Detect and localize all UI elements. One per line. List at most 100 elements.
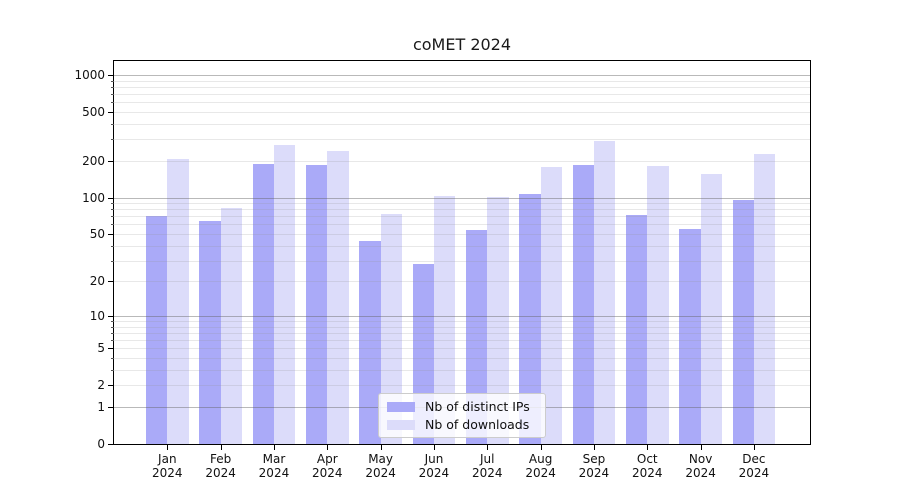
y-tick-label: 2 xyxy=(97,378,105,393)
minor-gridline xyxy=(114,369,810,371)
x-tick-label: Dec 2024 xyxy=(724,452,784,480)
x-tick xyxy=(327,445,329,450)
y-tick xyxy=(108,315,114,317)
minor-gridline xyxy=(114,321,810,323)
bar-downloads-jan xyxy=(167,159,189,444)
minor-gridline xyxy=(114,86,810,88)
y-minor-tick xyxy=(111,102,114,104)
x-tick-label: Jan 2024 xyxy=(137,452,197,480)
legend-label-distinct-ips: Nb of distinct IPs xyxy=(425,399,530,414)
x-tick xyxy=(540,445,542,450)
y-minor-tick xyxy=(111,332,114,334)
legend: Nb of distinct IPs Nb of downloads xyxy=(378,393,546,438)
y-tick xyxy=(108,75,114,76)
x-tick-label: Jun 2024 xyxy=(404,452,464,480)
x-tick xyxy=(593,445,595,450)
y-minor-tick xyxy=(111,80,114,82)
y-tick-label: 1 xyxy=(97,399,105,414)
bar-ips-dec xyxy=(732,200,754,444)
bar-downloads-mar xyxy=(273,144,296,444)
bar-ips-mar xyxy=(252,163,274,444)
chart-title: coMET 2024 xyxy=(412,35,512,54)
x-tick xyxy=(433,445,435,450)
bar-downloads-apr xyxy=(327,151,349,444)
minor-gridline xyxy=(114,326,810,328)
bar-ips-jan xyxy=(146,216,168,444)
minor-gridline xyxy=(114,111,810,113)
y-tick xyxy=(108,111,114,113)
x-tick-label-year: 2024 xyxy=(525,466,556,480)
legend-swatch-downloads xyxy=(387,419,415,430)
y-tick-label: 1000 xyxy=(74,68,105,82)
minor-gridline xyxy=(114,245,810,247)
x-tick-label-year: 2024 xyxy=(578,466,610,480)
x-tick-label: Oct 2024 xyxy=(617,452,677,480)
x-tick xyxy=(753,445,755,450)
y-tick-label: 10 xyxy=(89,308,105,323)
x-tick xyxy=(647,445,649,450)
x-tick xyxy=(273,445,275,450)
y-tick-label: 0 xyxy=(97,437,105,451)
major-gridline xyxy=(114,315,810,317)
bar-downloads-may xyxy=(380,214,402,444)
bar-ips-oct xyxy=(625,214,648,444)
x-tick-label-year: 2024 xyxy=(738,466,770,480)
legend-swatch-distinct-ips xyxy=(387,401,415,412)
minor-gridline xyxy=(114,233,810,235)
y-tick xyxy=(108,406,114,408)
bar-downloads-feb xyxy=(220,208,242,444)
x-tick-label-year: 2024 xyxy=(418,466,450,480)
y-tick-label: 20 xyxy=(89,274,105,289)
x-tick xyxy=(487,445,489,450)
x-tick xyxy=(220,445,222,450)
y-tick-label: 200 xyxy=(82,153,105,168)
y-minor-tick xyxy=(111,203,114,205)
bar-ips-nov xyxy=(679,229,701,444)
minor-gridline xyxy=(114,224,810,226)
bar-downloads-oct xyxy=(647,166,669,444)
y-tick xyxy=(108,348,114,350)
y-tick xyxy=(108,385,114,387)
y-minor-tick xyxy=(111,94,114,96)
x-tick-label: Jul 2024 xyxy=(457,452,517,480)
bar-ips-sep xyxy=(572,165,594,444)
minor-gridline xyxy=(114,385,810,387)
x-tick-label: Mar 2024 xyxy=(244,452,304,480)
y-minor-tick xyxy=(111,139,114,141)
y-tick xyxy=(108,160,114,162)
bar-ips-feb xyxy=(199,221,221,444)
x-tick-label: Aug 2024 xyxy=(511,452,571,480)
x-tick-label: May 2024 xyxy=(351,452,411,480)
y-tick-label: 50 xyxy=(89,226,105,241)
bar-downloads-jul xyxy=(487,196,509,444)
y-tick xyxy=(108,444,114,445)
major-gridline xyxy=(114,75,810,76)
y-tick xyxy=(108,197,114,199)
x-tick-label-year: 2024 xyxy=(205,466,236,480)
bar-downloads-sep xyxy=(593,140,616,444)
y-minor-tick xyxy=(111,224,114,226)
y-minor-tick xyxy=(111,340,114,342)
major-gridline xyxy=(114,197,810,199)
bar-ips-apr xyxy=(305,165,328,444)
minor-gridline xyxy=(114,358,810,360)
x-tick-label-year: 2024 xyxy=(152,466,183,480)
x-tick-label: Sep 2024 xyxy=(564,452,624,480)
minor-gridline xyxy=(114,94,810,96)
minor-gridline xyxy=(114,281,810,283)
minor-gridline xyxy=(114,260,810,262)
legend-label-downloads: Nb of downloads xyxy=(425,417,530,432)
y-minor-tick xyxy=(111,358,114,360)
minor-gridline xyxy=(114,203,810,205)
x-tick-label: Feb 2024 xyxy=(191,452,251,480)
minor-gridline xyxy=(114,332,810,334)
bar-ips-aug xyxy=(519,194,541,444)
bar-ips-jul xyxy=(465,229,488,444)
x-tick-label-year: 2024 xyxy=(631,466,663,480)
bar-downloads-aug xyxy=(540,166,562,444)
y-tick-label: 5 xyxy=(97,341,105,356)
minor-gridline xyxy=(114,216,810,218)
bar-downloads-dec xyxy=(753,153,776,444)
x-tick xyxy=(700,445,702,450)
